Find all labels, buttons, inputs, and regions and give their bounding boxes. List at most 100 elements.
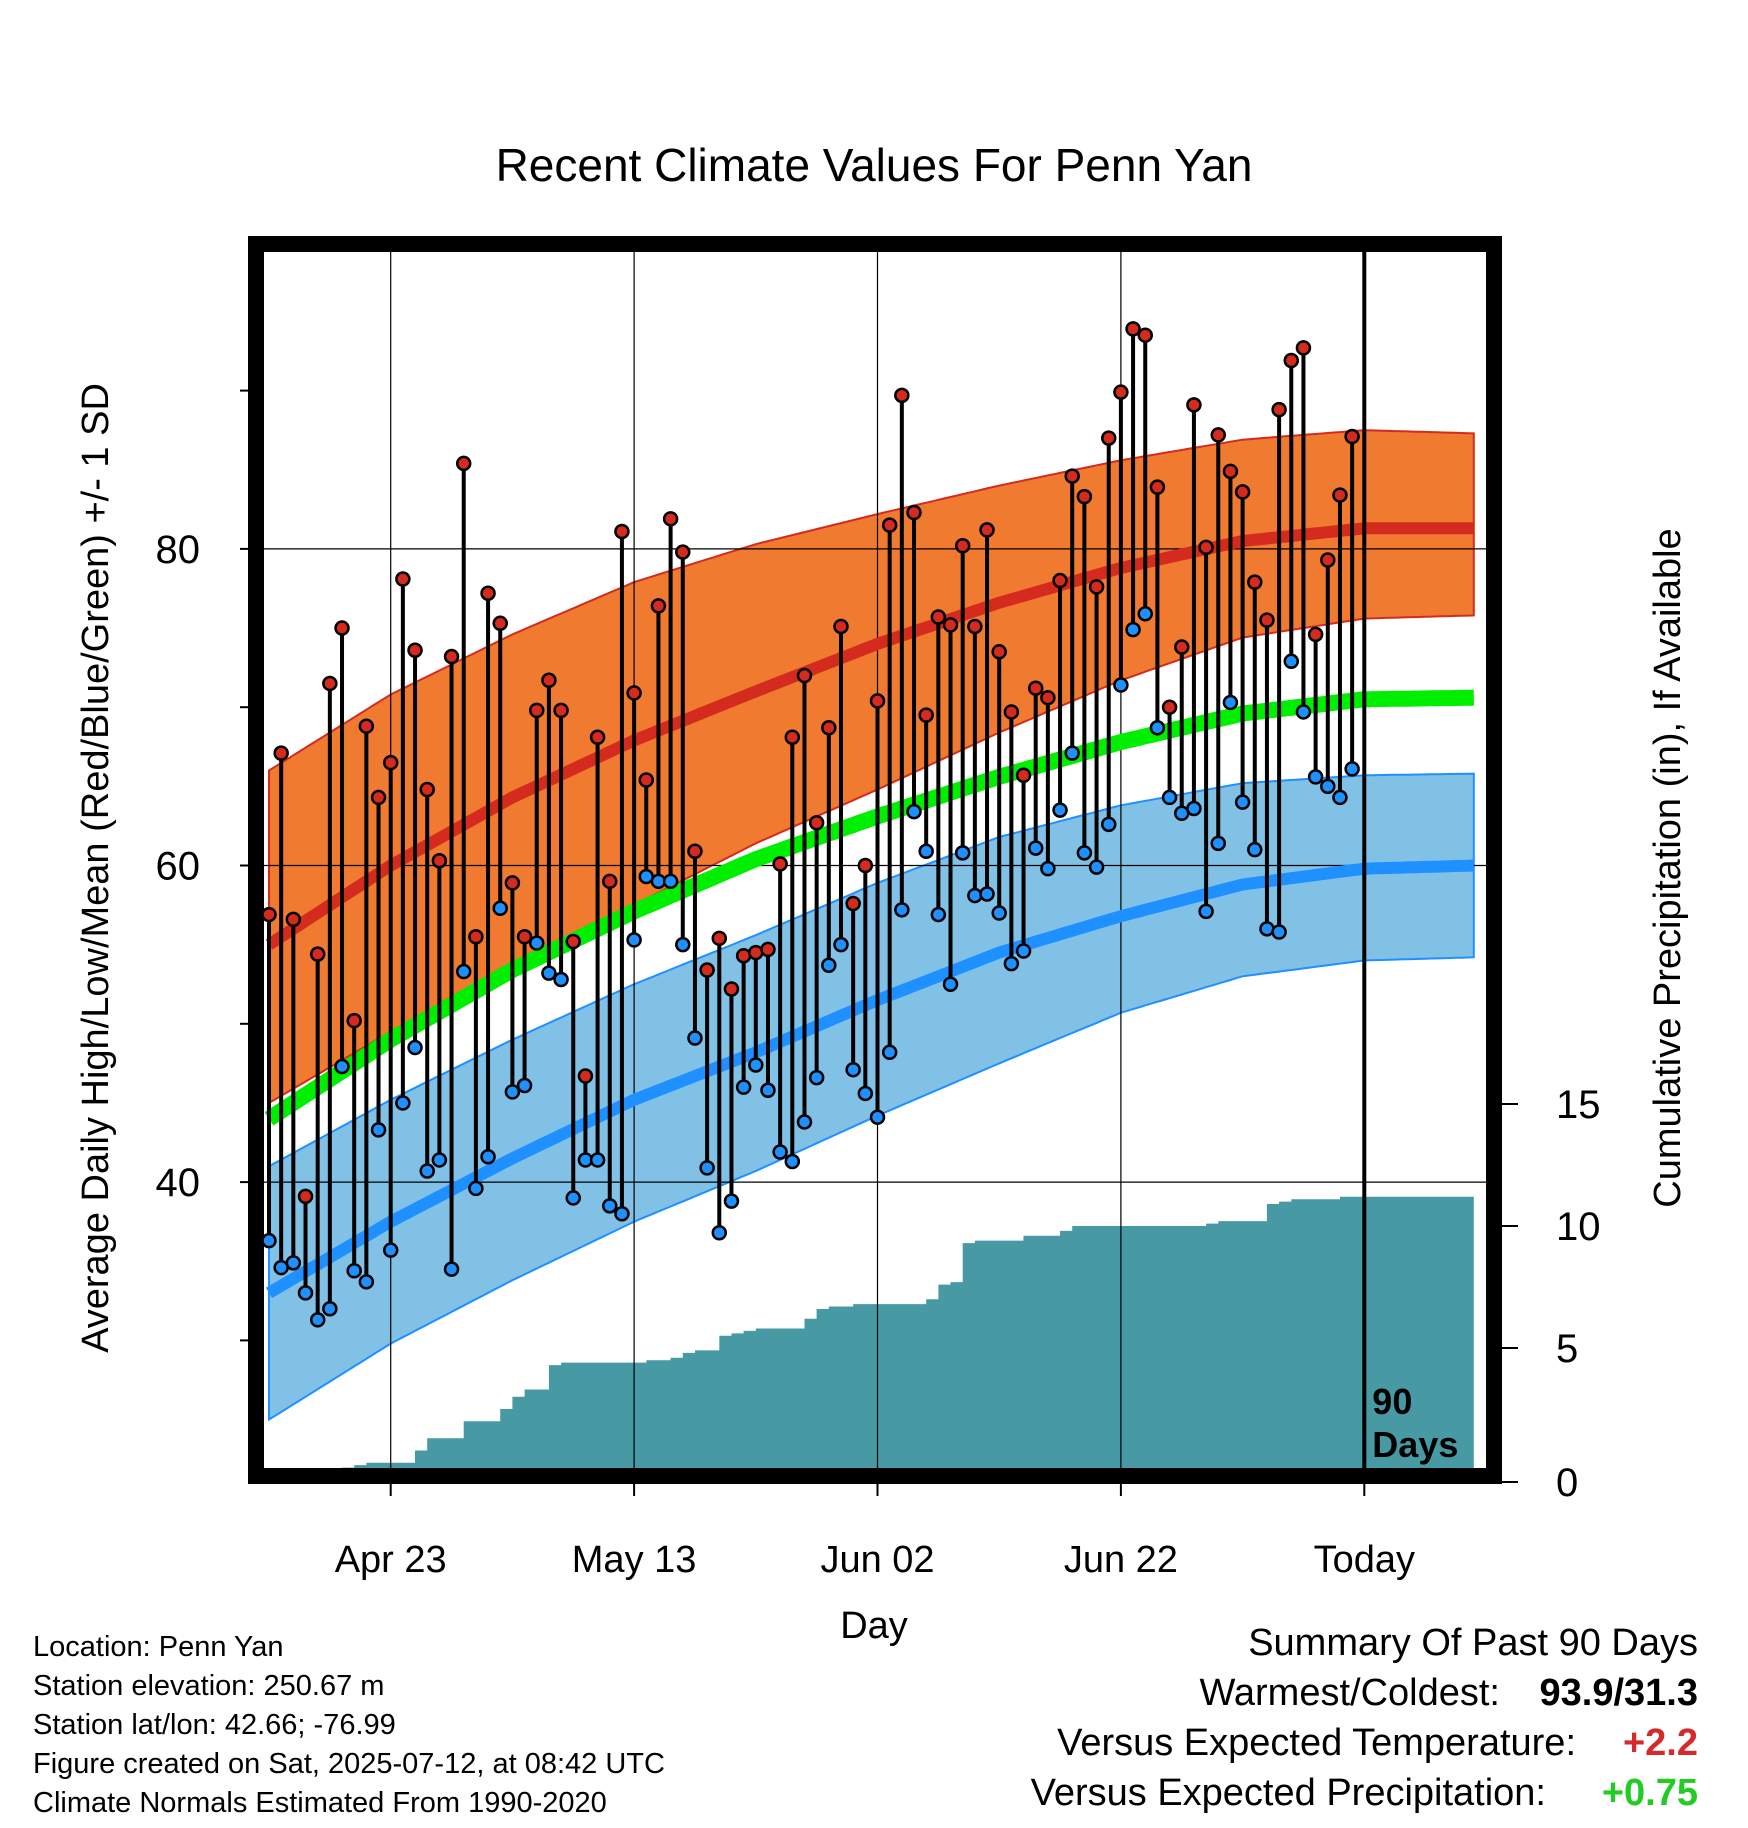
daily-low-point: [1283, 653, 1300, 670]
daily-high-point: [1295, 340, 1312, 356]
daily-high-point: [541, 672, 557, 689]
daily-low-point: [1137, 606, 1153, 622]
daily-low-point: [1295, 704, 1312, 720]
daily-high-point: [262, 906, 277, 923]
daily-low-point: [602, 1198, 618, 1214]
daily-high-point: [285, 911, 302, 928]
daily-low-point: [833, 936, 849, 953]
daily-low-point: [760, 1082, 776, 1099]
daily-low-point: [1271, 924, 1287, 940]
daily-high-point: [857, 857, 874, 874]
daily-high-point: [614, 523, 630, 540]
daily-low-point: [1100, 816, 1117, 833]
daily-low-point: [528, 935, 545, 951]
daily-high-point: [918, 707, 934, 723]
precip-departure-row: Versus Expected Precipitation: +0.75: [1031, 1768, 1698, 1818]
daily-low-point: [1125, 621, 1141, 638]
today-days-number: 90: [1372, 1381, 1412, 1422]
daily-low-point: [906, 803, 922, 820]
daily-low-point: [1344, 761, 1360, 777]
daily-high-point: [358, 718, 375, 734]
daily-low-point: [589, 1152, 606, 1168]
daily-high-point: [954, 537, 971, 554]
daily-high-point: [1064, 468, 1080, 484]
x-tick-label: Today: [1314, 1539, 1415, 1581]
daily-high-point: [1222, 463, 1239, 480]
daily-low-point: [1076, 845, 1093, 861]
daily-low-point: [784, 1153, 801, 1170]
daily-low-point: [1198, 903, 1214, 920]
daily-high-point: [1100, 430, 1117, 446]
temp-departure-row: Versus Expected Temperature: +2.2: [1031, 1718, 1698, 1768]
daily-high-point: [1307, 626, 1324, 643]
daily-high-point: [833, 618, 849, 635]
daily-high-point: [1015, 767, 1032, 784]
daily-low-point: [346, 1262, 362, 1279]
daily-low-point: [1052, 802, 1068, 818]
daily-low-point: [748, 1057, 764, 1073]
daily-range-sticks: [267, 328, 1355, 1320]
daily-low-point: [1332, 789, 1348, 806]
daily-high-point: [1320, 552, 1336, 568]
daily-low-point: [285, 1255, 302, 1271]
daily-high-point: [1271, 401, 1287, 418]
normal-mean-line: [264, 689, 1474, 1126]
summary-heading: Summary Of Past 90 Days: [1248, 1622, 1698, 1664]
daily-high-point: [1283, 352, 1300, 369]
daily-high-point: [1125, 321, 1141, 337]
chart-title: Recent Climate Values For Penn Yan: [496, 139, 1253, 191]
normal-low-line: [265, 859, 1474, 1299]
daily-high-point: [930, 609, 947, 625]
daily-low-point: [358, 1274, 375, 1290]
daily-low-point: [894, 902, 910, 918]
precip-departure-label: Versus Expected Precipitation:: [1030, 1772, 1546, 1814]
elevation-text: Station elevation: 250.67 m: [33, 1670, 385, 1702]
daily-low-point: [431, 1152, 448, 1168]
daily-high-point: [1198, 539, 1214, 556]
daily-high-point: [1040, 689, 1056, 706]
daily-high-point: [431, 853, 448, 869]
y2-tick-label: 10: [1556, 1205, 1601, 1249]
daily-low-point: [1320, 778, 1336, 795]
daily-high-point: [309, 946, 326, 962]
y-tick-label: 40: [156, 1161, 201, 1205]
daily-high-point: [528, 702, 545, 719]
daily-high-point: [382, 754, 399, 771]
daily-high-point: [1113, 384, 1129, 400]
daily-high-point: [419, 781, 435, 798]
daily-low-point: [735, 1079, 752, 1095]
daily-low-point: [881, 1044, 898, 1061]
daily-low-point: [796, 1114, 813, 1130]
daily-low-point: [322, 1300, 338, 1317]
location-text: Location: Penn Yan: [33, 1631, 284, 1663]
y-tick-label: 60: [156, 845, 201, 889]
daily-high-point: [869, 693, 886, 709]
daily-high-point: [297, 1188, 314, 1205]
daily-high-point: [504, 875, 521, 891]
daily-low-point: [334, 1058, 350, 1075]
daily-low-point: [675, 936, 691, 953]
daily-low-point: [723, 1193, 740, 1209]
daily-high-point: [1174, 639, 1190, 655]
daily-low-point: [468, 1180, 484, 1197]
daily-high-point: [991, 644, 1007, 660]
y-tick-label: 80: [156, 528, 201, 572]
daily-high-point: [443, 648, 460, 665]
daily-low-point: [626, 932, 642, 948]
daily-low-point: [699, 1160, 715, 1176]
daily-high-point: [675, 544, 691, 560]
daily-high-point: [1088, 579, 1105, 595]
x-tick-label: Apr 23: [335, 1539, 447, 1581]
daily-low-point: [991, 905, 1007, 921]
y2-axis-label: Cumulative Precipitation (in), If Availa…: [1647, 528, 1689, 1207]
today-days-label: Days: [1372, 1424, 1458, 1465]
daily-high-point: [273, 745, 289, 761]
daily-low-point: [370, 1122, 387, 1138]
normals-text: Climate Normals Estimated From 1990-2020: [33, 1787, 607, 1819]
daily-high-point: [1210, 427, 1227, 443]
daily-high-point: [577, 1068, 594, 1084]
daily-high-point: [455, 455, 472, 472]
daily-low-point: [1003, 955, 1020, 972]
daily-high-point: [967, 618, 983, 635]
daily-low-point: [516, 1077, 533, 1094]
